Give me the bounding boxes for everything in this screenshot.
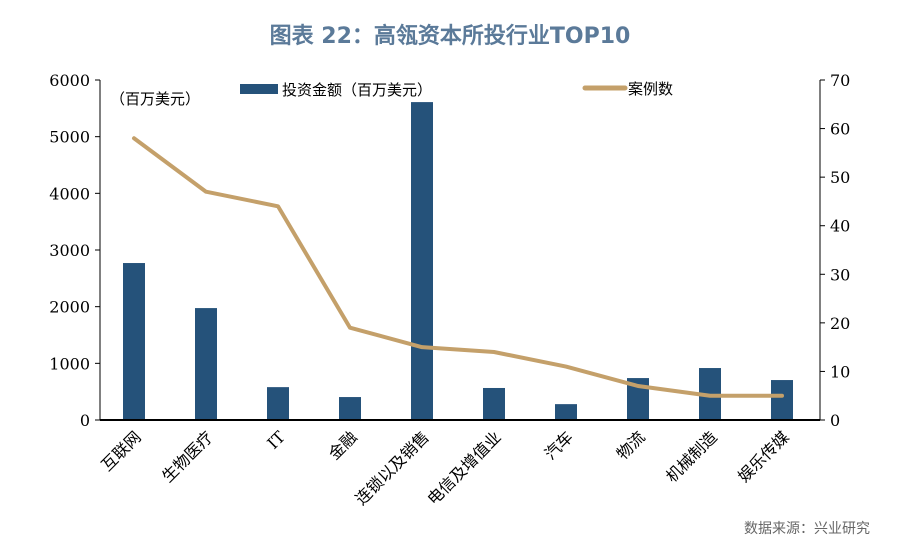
legend-label-line: 案例数 xyxy=(628,80,673,98)
bar-娱乐传媒 xyxy=(771,380,793,420)
line-series-case-count xyxy=(132,136,784,398)
category-label: 生物医疗 xyxy=(158,427,217,486)
right-tick-label: 60 xyxy=(830,120,850,139)
bar-生物医疗 xyxy=(195,308,217,420)
right-tick-label: 10 xyxy=(830,362,850,381)
bar-连锁以及销售 xyxy=(411,102,433,420)
left-tick-label: 2000 xyxy=(49,298,90,317)
category-label: 机械制造 xyxy=(662,427,721,486)
category-label: 互联网 xyxy=(97,427,144,474)
right-tick-label: 20 xyxy=(830,314,850,333)
right-tick-label: 0 xyxy=(830,411,840,430)
chart-title: 图表 22：高瓴资本所投行业TOP10 xyxy=(269,24,631,49)
bar-金融 xyxy=(339,397,361,420)
left-tick-label: 4000 xyxy=(49,184,90,203)
right-tick-label: 70 xyxy=(830,71,850,90)
left-tick-label: 1000 xyxy=(49,354,90,373)
legend-label-bar: 投资金额（百万美元） xyxy=(282,81,432,99)
left-tick-label: 5000 xyxy=(49,128,90,147)
category-label: 电信及增值业 xyxy=(424,427,505,508)
left-tick-label: 0 xyxy=(80,411,90,430)
bar-IT xyxy=(267,387,289,420)
left-tick-label: 3000 xyxy=(49,241,90,260)
bar-汽车 xyxy=(555,404,577,420)
source-note: 数据来源：兴业研究 xyxy=(744,521,870,537)
bar-互联网 xyxy=(123,263,145,420)
legend-swatch-bar xyxy=(240,84,278,94)
right-tick-label: 30 xyxy=(830,265,850,284)
category-label: 金融 xyxy=(325,427,361,463)
left-axis-unit: （百万美元） xyxy=(110,90,200,108)
category-label: IT xyxy=(263,427,289,453)
bar-电信及增值业 xyxy=(483,387,505,420)
category-label: 娱乐传媒 xyxy=(734,427,793,486)
right-tick-label: 40 xyxy=(830,217,850,236)
category-label: 连锁以及销售 xyxy=(352,427,433,508)
category-label: 汽车 xyxy=(541,427,577,463)
right-tick-label: 50 xyxy=(830,168,850,187)
category-label: 物流 xyxy=(613,427,649,463)
left-tick-label: 6000 xyxy=(49,71,90,90)
